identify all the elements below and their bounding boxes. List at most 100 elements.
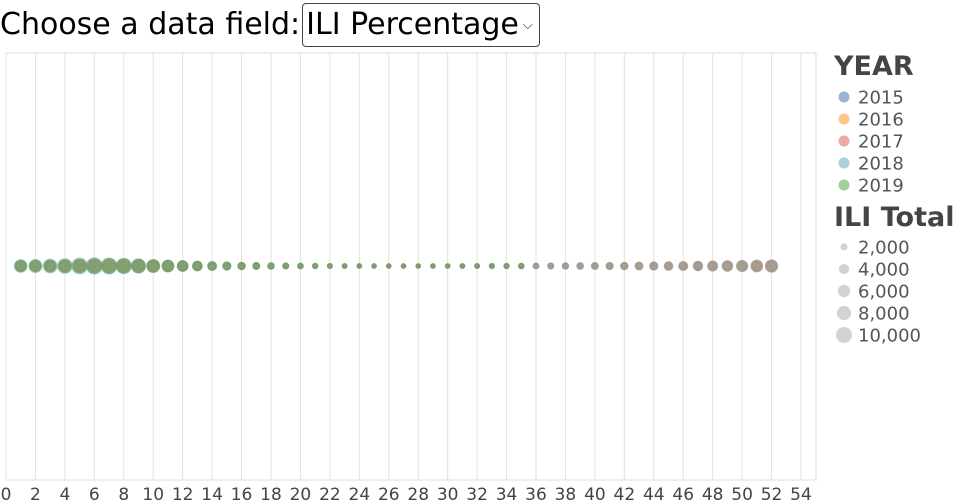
data-point-2019	[356, 263, 363, 269]
x-tick-label: 30	[437, 485, 459, 500]
data-point-2018	[692, 260, 704, 272]
data-point-2019	[131, 258, 146, 274]
x-tick-label: 32	[466, 485, 488, 500]
x-tick-label: 6	[89, 485, 100, 500]
data-point-2019	[237, 261, 246, 271]
x-tick-label: 52	[761, 485, 783, 500]
x-tick-label: 12	[172, 485, 194, 500]
data-point-2019	[86, 258, 103, 274]
x-tick-label: 4	[59, 485, 70, 500]
data-field-select-value: ILI Percentage	[306, 7, 519, 42]
x-tick-label: 38	[555, 485, 577, 500]
x-tick-label: 46	[672, 485, 694, 500]
x-tick-label: 34	[496, 485, 518, 500]
data-point-2019	[222, 261, 232, 271]
data-point-2019	[518, 263, 525, 269]
x-tick-label: 40	[584, 485, 606, 500]
data-point-2015	[147, 260, 159, 272]
data-point-2019	[176, 260, 189, 272]
ili-total-legend-label: 2,000	[858, 238, 910, 259]
data-point-2018	[750, 259, 764, 273]
year-legend-swatch	[838, 113, 850, 125]
ili-total-legend-label: 6,000	[858, 282, 910, 303]
ili-total-legend-swatch	[836, 305, 852, 321]
x-tick-label: 54	[790, 485, 812, 500]
year-legend-label: 2018	[858, 154, 904, 175]
data-point-2015	[132, 260, 145, 272]
data-point-2018	[707, 260, 719, 272]
year-legend-label: 2016	[858, 110, 904, 131]
data-point-2016	[30, 261, 41, 271]
chevron-down-icon: ⌵	[522, 17, 533, 33]
data-point-2017	[162, 260, 174, 272]
data-point-2019	[444, 263, 451, 269]
year-legend-label: 2015	[858, 88, 904, 109]
ili-total-legend-label: 10,000	[858, 326, 921, 347]
data-point-2017	[15, 260, 27, 272]
data-point-2019	[72, 258, 88, 274]
data-field-select[interactable]: ILI Percentage ⌵	[302, 3, 540, 47]
year-legend-swatch	[838, 91, 850, 103]
field-chooser: Choose a data field: ILI Percentage ⌵	[0, 0, 540, 50]
data-point-2016	[88, 260, 101, 272]
year-legend-swatch	[838, 157, 850, 169]
data-point-2015	[162, 260, 174, 272]
data-point-2019	[386, 263, 392, 269]
field-chooser-label: Choose a data field:	[0, 7, 301, 42]
data-point-2019	[400, 263, 407, 269]
data-point-2016	[678, 261, 688, 271]
data-point-2019	[14, 259, 27, 273]
data-point-2016	[766, 260, 777, 272]
data-point-2016	[708, 261, 718, 271]
year-legend-label: 2019	[858, 176, 904, 197]
data-point-2017	[147, 259, 160, 273]
data-point-2016	[737, 260, 748, 272]
data-point-2018	[634, 261, 644, 271]
x-tick-label: 10	[142, 485, 164, 500]
data-point-2016	[751, 260, 763, 272]
data-point-2019	[503, 263, 510, 269]
ili-total-legend-label: 4,000	[858, 260, 910, 281]
x-axis-tick-labels: 0 2 4 6 8 10 12 14 16 18 20 22 24 26 28 30 32 34 36 38 40 42 4…	[1, 485, 812, 500]
data-point-2019	[430, 263, 436, 269]
x-tick-label: 42	[614, 485, 636, 500]
data-point-2016	[15, 261, 26, 271]
data-point-2018	[605, 261, 614, 271]
data-point-2019	[326, 262, 333, 270]
data-point-2019	[192, 260, 203, 272]
data-point-2017	[44, 260, 57, 272]
data-point-2018	[649, 261, 659, 271]
data-point-2018	[678, 260, 689, 272]
data-point-2018	[590, 262, 599, 270]
data-point-2018	[13, 259, 28, 273]
ili-total-legend-swatch	[840, 243, 848, 251]
x-tick-label: 44	[643, 485, 665, 500]
data-point-2019	[207, 261, 218, 271]
data-point-2017	[131, 259, 146, 273]
x-tick-label: 36	[525, 485, 547, 500]
data-point-2018	[547, 262, 555, 270]
x-tick-label: 24	[349, 485, 371, 500]
data-points	[13, 257, 779, 275]
x-tick-label: 26	[378, 485, 400, 500]
data-point-2019	[101, 258, 118, 274]
year-legend-label: 2017	[858, 132, 904, 153]
data-point-2018	[576, 262, 585, 270]
x-tick-label: 0	[1, 485, 12, 500]
year-legend-title: YEAR	[833, 51, 914, 82]
data-point-2019	[115, 258, 132, 274]
data-point-2016	[693, 261, 703, 271]
x-tick-label: 8	[118, 485, 129, 500]
data-point-2019	[489, 263, 495, 269]
x-tick-label: 2	[30, 485, 41, 500]
ili-total-legend-swatch	[838, 263, 850, 275]
data-point-2019	[341, 263, 348, 269]
data-point-2019	[43, 259, 57, 273]
data-point-2017	[177, 260, 188, 272]
ili-total-legend-title: ILI Total	[834, 202, 954, 233]
data-point-2019	[161, 259, 175, 273]
x-tick-label: 14	[201, 485, 223, 500]
data-point-2019	[415, 263, 421, 269]
data-point-2019	[474, 263, 480, 269]
